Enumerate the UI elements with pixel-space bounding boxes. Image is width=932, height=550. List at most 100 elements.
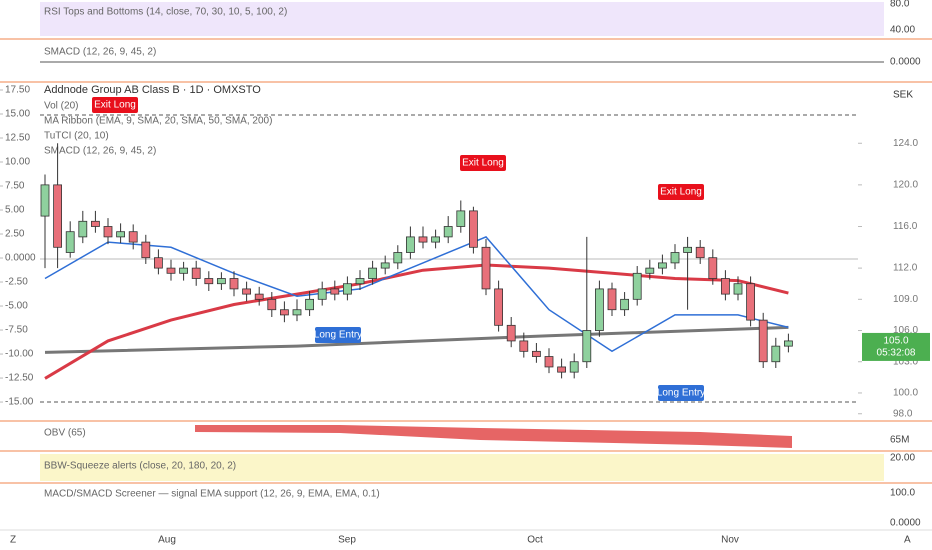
candle-body <box>305 298 315 311</box>
legend-item: SMACD (12, 26, 9, 45, 2) <box>44 146 156 157</box>
candle-body <box>393 252 403 264</box>
candle-body <box>721 278 730 295</box>
candle-body <box>267 298 277 311</box>
candle-body <box>254 293 264 300</box>
y2-tick-label: -15.00 <box>5 397 34 408</box>
candle-body <box>216 278 226 285</box>
y2-tick-label: -2.50 <box>5 277 28 288</box>
signal-label-box <box>658 385 704 401</box>
x-tick-label: Sep <box>338 535 356 546</box>
y-tick-label: 100.0 <box>893 388 918 399</box>
candle-body <box>784 340 793 347</box>
candle-body <box>708 257 718 279</box>
panel-axis-label: 0.0000 <box>890 57 921 68</box>
candle-body <box>481 246 491 290</box>
y-tick-label: 103.0 <box>893 356 918 367</box>
candle-body <box>418 236 428 243</box>
corner-label: Z <box>10 535 16 546</box>
y2-tick-label: 12.50 <box>5 133 30 144</box>
candle-body <box>595 288 604 331</box>
candle-body <box>40 184 50 217</box>
candle-body <box>153 257 163 269</box>
panel-axis-label: 65M <box>890 435 909 446</box>
panel-axis-label: 100.0 <box>890 488 915 499</box>
candle-body <box>645 267 655 274</box>
panel-label: OBV (65) <box>44 428 86 439</box>
candle-body <box>53 184 62 248</box>
legend-item: Vol (20) <box>44 101 78 112</box>
candle-body <box>330 288 340 295</box>
countdown: 05:32:08 <box>877 348 916 359</box>
ma-line <box>44 263 789 380</box>
candle-body <box>456 210 466 227</box>
candle-body <box>166 267 176 274</box>
panel-axis-label: 80.0 <box>890 0 910 10</box>
candle-body <box>494 288 504 326</box>
signal-label: Exit Long <box>660 187 702 198</box>
candle-body <box>179 267 189 274</box>
y2-tick-label: -12.50 <box>5 373 34 384</box>
panel-label: BBW-Squeeze alerts (close, 20, 180, 20, … <box>44 461 236 472</box>
x-tick-label: Nov <box>721 535 739 546</box>
ma-line <box>44 325 789 354</box>
candle-body <box>229 278 239 290</box>
y2-tick-label: 2.50 <box>5 229 25 240</box>
candle-body <box>204 278 214 285</box>
candle-body <box>292 309 302 316</box>
y2-tick-label: -5.00 <box>5 301 28 312</box>
candle-body <box>91 220 100 227</box>
candle-body <box>658 262 667 269</box>
y-tick-label: 120.0 <box>893 180 918 191</box>
candle-body <box>65 231 75 253</box>
y-tick-label: 116.0 <box>893 221 918 232</box>
candle-body <box>317 288 327 300</box>
candle-body <box>468 210 478 248</box>
ma-line <box>44 236 789 353</box>
y-tick-label: 124.0 <box>893 138 918 149</box>
y2-tick-label: 0.0000 <box>5 253 36 264</box>
candle-body <box>569 361 579 373</box>
candle-body <box>532 350 541 357</box>
candle-body <box>191 267 201 279</box>
candle-body <box>582 330 592 363</box>
candle-body <box>620 298 629 311</box>
signal-label-box <box>460 155 506 171</box>
y-tick-label: 109.0 <box>893 294 918 305</box>
chart-title: Addnode Group AB Class B · 1D · OMXSTO <box>44 84 261 96</box>
panel-label: MACD/SMACD Screener — signal EMA support… <box>44 489 380 500</box>
candle-body <box>368 267 378 279</box>
candle-body <box>355 278 365 285</box>
y2-tick-label: 15.00 <box>5 109 30 120</box>
candle-body <box>683 246 692 253</box>
signal-label: Long Entry <box>657 388 705 399</box>
candle-body <box>103 226 113 238</box>
candle-body <box>380 262 390 269</box>
panel-axis-label: 40.00 <box>890 25 915 36</box>
candle-body <box>78 220 88 238</box>
candle-body <box>746 283 755 321</box>
legend-item: TuTCI (20, 10) <box>44 131 109 142</box>
signal-label-box <box>92 97 138 113</box>
candle-body <box>405 236 415 253</box>
panel-label: SMACD (12, 26, 9, 45, 2) <box>44 47 156 58</box>
candle-body <box>506 324 516 342</box>
legend-item: MA Ribbon (EMA, 9, SMA, 20, SMA, 50, SMA… <box>44 116 272 127</box>
rsi-band <box>40 2 884 36</box>
candle-body <box>632 272 642 300</box>
x-tick-label: Oct <box>527 535 543 546</box>
candle-body <box>443 226 453 238</box>
signal-label: Long Entry <box>314 330 362 341</box>
candle-body <box>695 246 705 259</box>
panel-axis-label: 0.0000 <box>890 518 921 529</box>
y2-tick-label: 10.00 <box>5 157 30 168</box>
y2-tick-label: 5.00 <box>5 205 25 216</box>
y2-tick-label: 17.50 <box>5 85 30 96</box>
last-price: 105.0 <box>883 336 908 347</box>
obv-fill <box>195 425 792 448</box>
bbw-band <box>40 454 884 481</box>
y-tick-label: 98.0 <box>893 408 913 419</box>
candle-body <box>141 241 151 259</box>
panel-label: RSI Tops and Bottoms (14, close, 70, 30,… <box>44 7 287 18</box>
panel-axis-label: 20.00 <box>890 453 915 464</box>
